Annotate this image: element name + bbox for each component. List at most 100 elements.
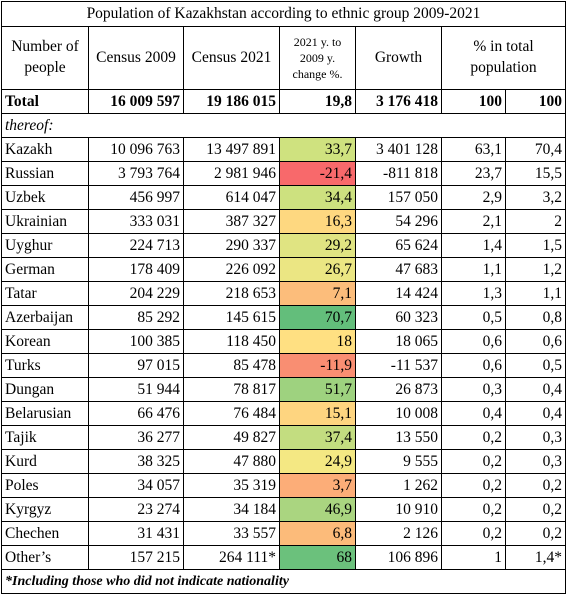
group-name: Russian xyxy=(1,161,89,186)
value-cell: 0,3 xyxy=(504,425,567,450)
value-cell: 2 xyxy=(504,209,567,234)
total-cell: Total xyxy=(1,89,89,114)
group-name: Uyghur xyxy=(1,233,89,258)
thereof-label: thereof: xyxy=(0,113,567,138)
value-cell: 0,5 xyxy=(441,305,506,330)
value-cell: 54 296 xyxy=(355,209,442,234)
data-row: Turks 97 015 85 478 -11,9 -11 537 0,6 0,5 xyxy=(1,353,567,378)
column-header: Growth xyxy=(355,26,442,90)
data-row: German 178 409 226 092 26,7 47 683 1,1 1,2 xyxy=(1,257,567,282)
value-cell: 85 292 xyxy=(88,305,184,330)
value-cell: 13 497 891 xyxy=(183,137,280,162)
group-name: Uzbek xyxy=(1,185,89,210)
value-cell: 23 274 xyxy=(88,497,184,522)
value-cell: 178 409 xyxy=(88,257,184,282)
value-cell: 15,5 xyxy=(504,161,567,186)
value-cell: 456 997 xyxy=(88,185,184,210)
value-cell: 33 557 xyxy=(183,521,280,546)
data-row: Uzbek 456 997 614 047 34,4 157 050 2,9 3,2 xyxy=(1,185,567,210)
value-cell: 0,2 xyxy=(441,497,506,522)
group-name: Other’s xyxy=(1,545,89,570)
value-cell: 37,4 xyxy=(279,425,356,450)
value-cell: 33,7 xyxy=(279,137,356,162)
value-cell: 0,2 xyxy=(441,521,506,546)
data-row: Tajik 36 277 49 827 37,4 13 550 0,2 0,3 xyxy=(1,425,567,450)
value-cell: 1,5 xyxy=(504,233,567,258)
value-cell: 224 713 xyxy=(88,233,184,258)
value-cell: 68 xyxy=(279,545,356,570)
value-cell: 0,3 xyxy=(441,377,506,402)
value-cell: 204 229 xyxy=(88,281,184,306)
group-name: Kurd xyxy=(1,449,89,474)
value-cell: 0,4 xyxy=(504,377,567,402)
group-name: Kyrgyz xyxy=(1,497,89,522)
group-name: German xyxy=(1,257,89,282)
value-cell: 0,2 xyxy=(441,425,506,450)
value-cell: 1,3 xyxy=(441,281,506,306)
data-row: Belarusian 66 476 76 484 15,1 10 008 0,4 0,4 xyxy=(1,401,567,426)
value-cell: 10 910 xyxy=(355,497,442,522)
group-name: Turks xyxy=(1,353,89,378)
value-cell: 264 111* xyxy=(183,545,280,570)
value-cell: 24,9 xyxy=(279,449,356,474)
column-header: % in total population xyxy=(440,26,567,90)
group-name: Kazakh xyxy=(1,137,89,162)
value-cell: 1 262 xyxy=(355,473,442,498)
value-cell: 1,1 xyxy=(441,257,506,282)
value-cell: 0,4 xyxy=(441,401,506,426)
header-row: Number of people Census 2009 Census 2021 20… xyxy=(1,26,567,90)
value-cell: 387 327 xyxy=(183,209,280,234)
value-cell: 1,4 xyxy=(441,233,506,258)
value-cell: 60 323 xyxy=(355,305,442,330)
value-cell: 18 xyxy=(279,329,356,354)
footnote: *Including those who did not indicate na… xyxy=(0,569,567,594)
data-row: Uyghur 224 713 290 337 29,2 65 624 1,4 1,5 xyxy=(1,233,567,258)
data-row: Russian 3 793 764 2 981 946 -21,4 -811 818 23… xyxy=(1,161,567,186)
value-cell: 70,7 xyxy=(279,305,356,330)
total-cell: 3 176 418 xyxy=(355,89,442,114)
value-cell: 10 096 763 xyxy=(88,137,184,162)
value-cell: 0,2 xyxy=(504,473,567,498)
total-cell: 19 186 015 xyxy=(183,89,280,114)
value-cell: 7,1 xyxy=(279,281,356,306)
value-cell: 16,3 xyxy=(279,209,356,234)
data-row: Dungan 51 944 78 817 51,7 26 873 0,3 0,4 xyxy=(1,377,567,402)
value-cell: 47 880 xyxy=(183,449,280,474)
value-cell: -811 818 xyxy=(355,161,442,186)
total-cell: 19,8 xyxy=(279,89,356,114)
value-cell: 70,4 xyxy=(504,137,567,162)
value-cell: 3,7 xyxy=(279,473,356,498)
data-row: Kyrgyz 23 274 34 184 46,9 10 910 0,2 0,2 xyxy=(1,497,567,522)
group-name: Belarusian xyxy=(1,401,89,426)
data-row: Kazakh 10 096 763 13 497 891 33,7 3 401 128 6… xyxy=(1,137,567,162)
data-row: Kurd 38 325 47 880 24,9 9 555 0,2 0,3 xyxy=(1,449,567,474)
value-cell: 0,3 xyxy=(504,449,567,474)
value-cell: 63,1 xyxy=(441,137,506,162)
value-cell: 2 981 946 xyxy=(183,161,280,186)
value-cell: 614 047 xyxy=(183,185,280,210)
value-cell: 23,7 xyxy=(441,161,506,186)
group-name: Ukrainian xyxy=(1,209,89,234)
value-cell: 9 555 xyxy=(355,449,442,474)
value-cell: 1,1 xyxy=(504,281,567,306)
group-name: Poles xyxy=(1,473,89,498)
value-cell: 0,2 xyxy=(441,449,506,474)
column-header: 2021 y. to 2009 y. change %. xyxy=(279,26,356,90)
value-cell: 0,2 xyxy=(504,521,567,546)
data-row: Korean 100 385 118 450 18 18 065 0,6 0,6 xyxy=(1,329,567,354)
table-title: Population of Kazakhstan according to et… xyxy=(0,1,567,27)
total-row: Total 16 009 597 19 186 015 19,8 3 176 418 10… xyxy=(1,89,567,114)
value-cell: 10 008 xyxy=(355,401,442,426)
group-name: Dungan xyxy=(1,377,89,402)
value-cell: 85 478 xyxy=(183,353,280,378)
value-cell: -21,4 xyxy=(279,161,356,186)
value-cell: 0,2 xyxy=(441,473,506,498)
value-cell: -11 537 xyxy=(355,353,442,378)
value-cell: 106 896 xyxy=(355,545,442,570)
data-row: Chechen 31 431 33 557 6,8 2 126 0,2 0,2 xyxy=(1,521,567,546)
value-cell: 0,6 xyxy=(504,329,567,354)
thereof-row: thereof: xyxy=(0,113,567,138)
title-row: Population of Kazakhstan according to et… xyxy=(0,1,567,27)
